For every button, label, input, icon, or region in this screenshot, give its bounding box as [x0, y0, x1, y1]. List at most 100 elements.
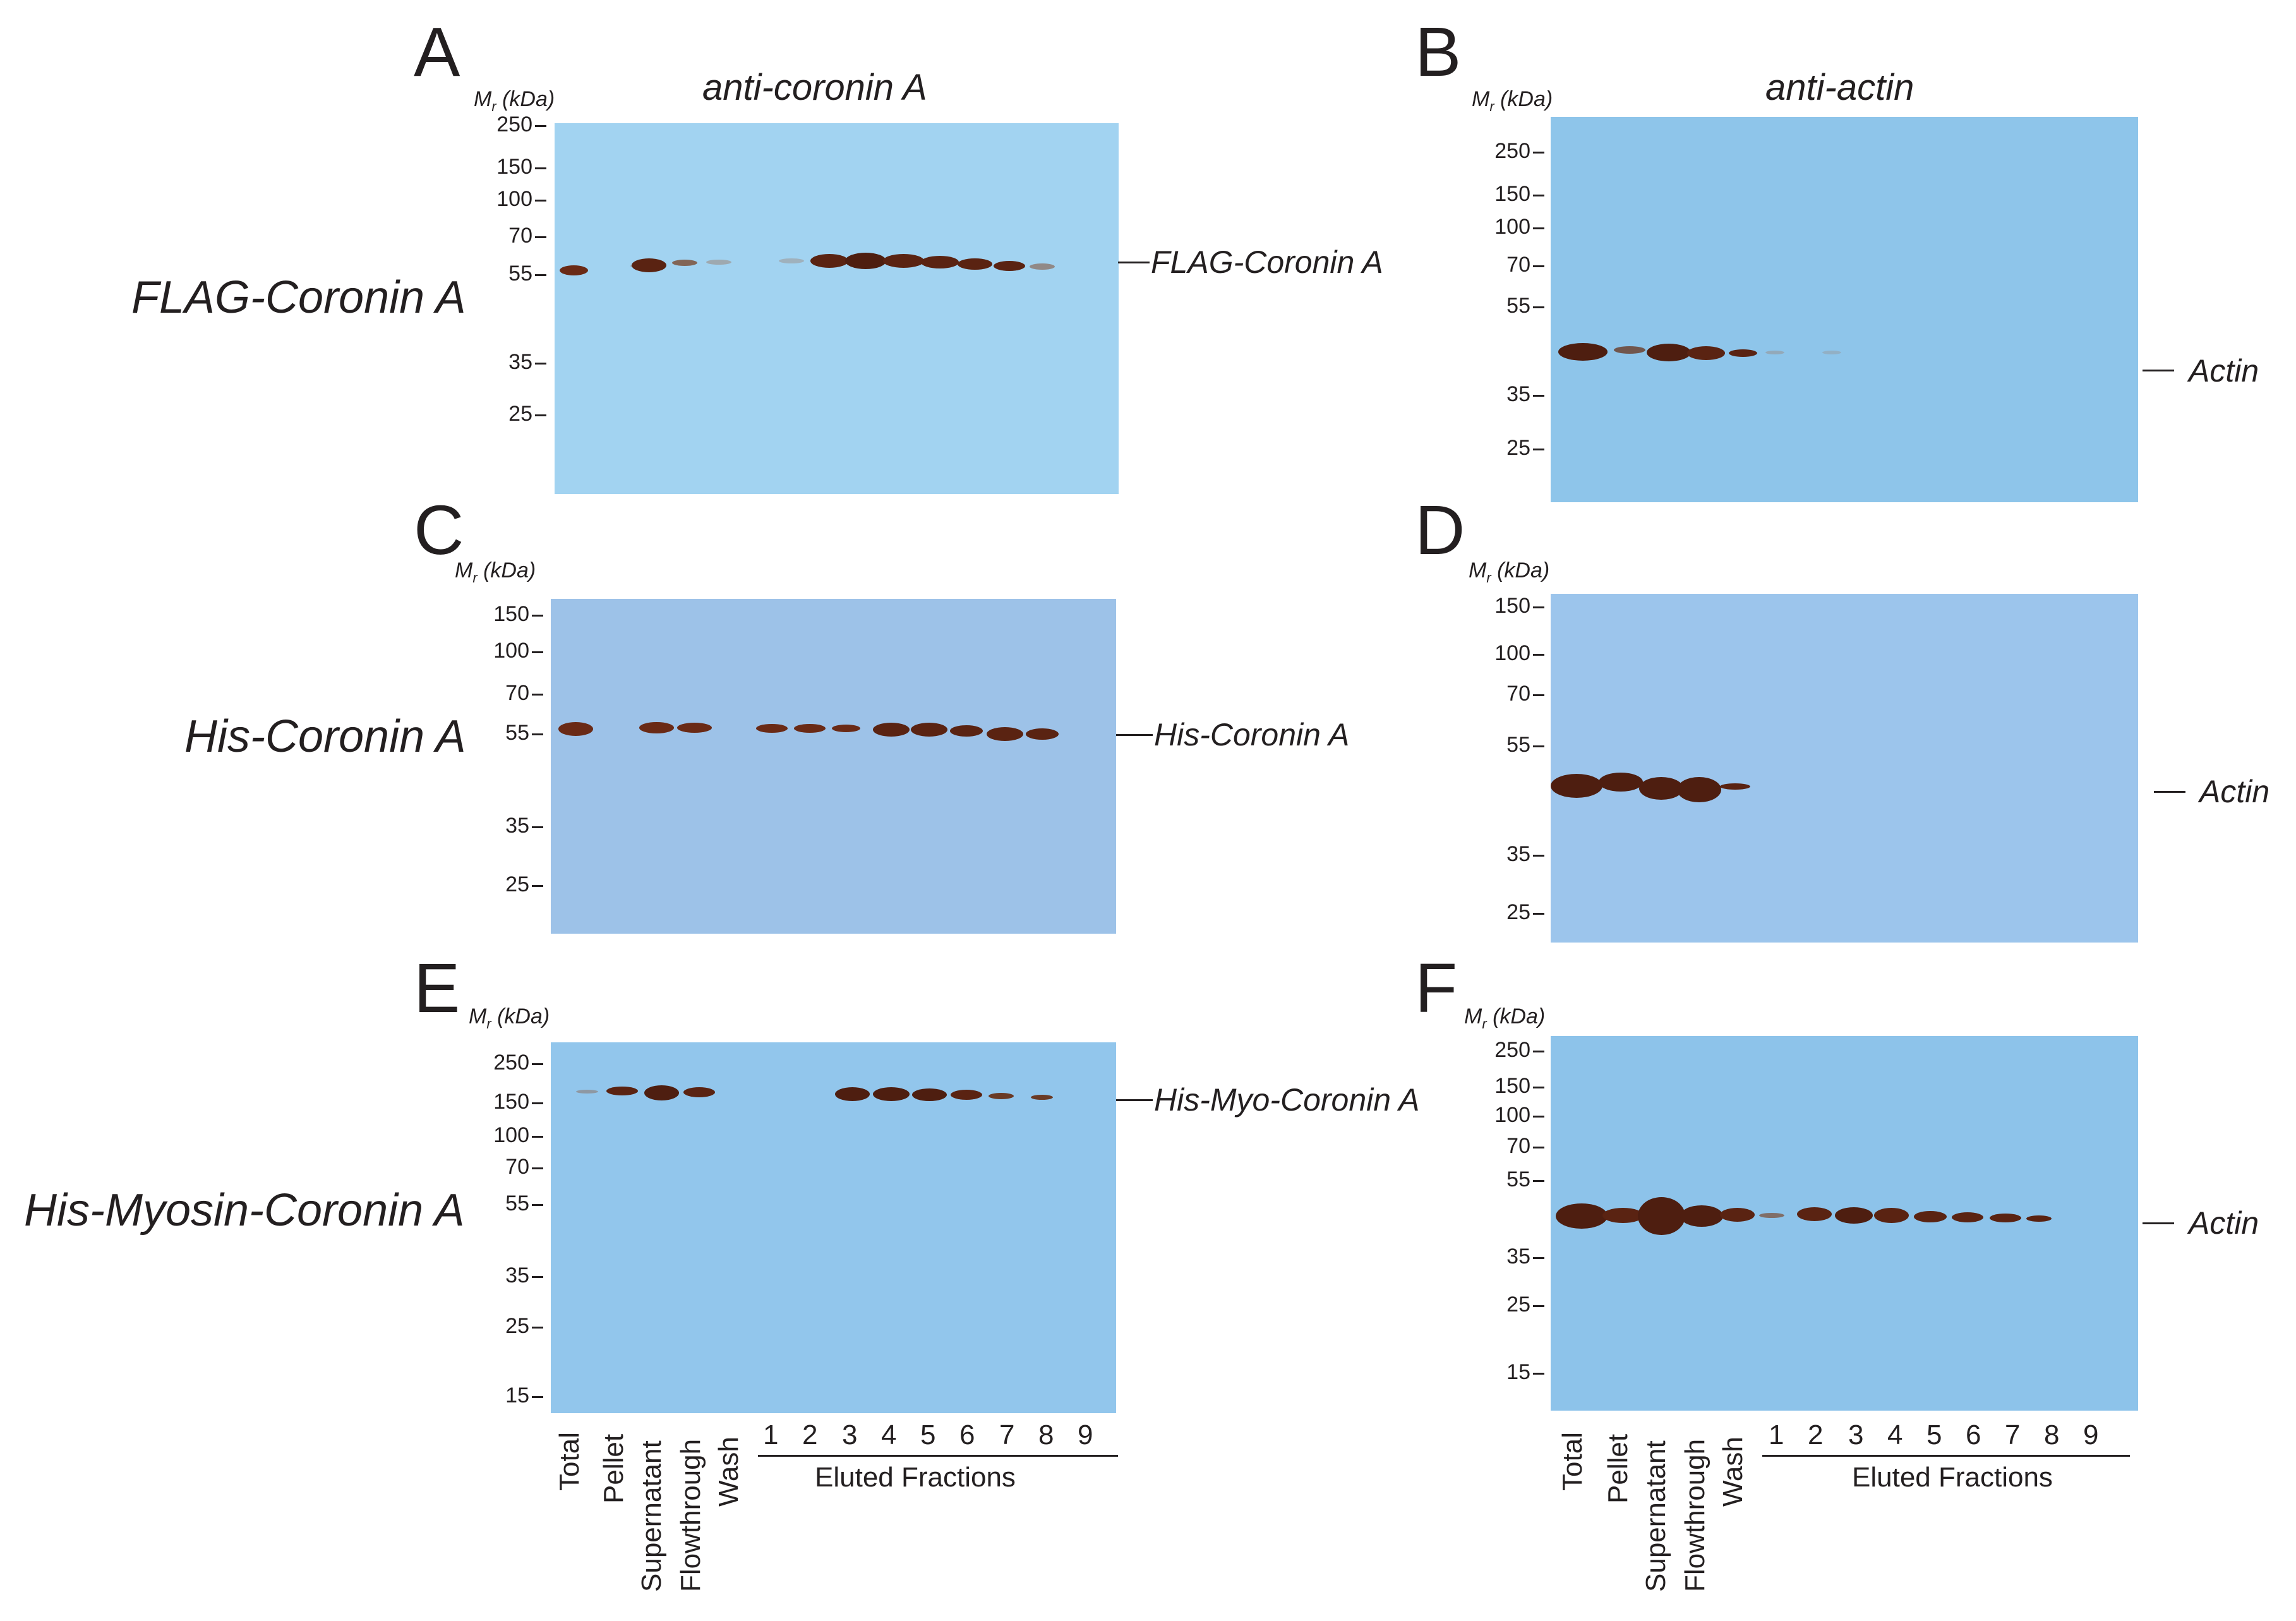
fraction-bracket-line: [1762, 1455, 2130, 1457]
band: [1599, 773, 1643, 792]
panel-a-title: anti-coronin A: [702, 67, 927, 108]
fraction-number: 6: [1966, 1419, 1981, 1450]
panel-f-band-label: Actin: [2189, 1205, 2259, 1241]
panel-d-marker: 150: [1481, 595, 1544, 617]
panel-letter-a: A: [414, 13, 460, 91]
band-pointer-line: [2154, 791, 2185, 793]
panel-letter-f: F: [1415, 949, 1458, 1027]
panel-e-marker: 55: [480, 1193, 543, 1214]
band: [639, 722, 674, 733]
band: [1990, 1214, 2021, 1222]
panel-b-marker: 70: [1481, 254, 1544, 275]
panel-f-marker: 70: [1481, 1135, 1544, 1157]
panel-d-marker: 25: [1481, 901, 1544, 923]
band: [644, 1085, 679, 1100]
gel-blot-e: [551, 1042, 1116, 1413]
fraction-number: 3: [1848, 1419, 1864, 1450]
band: [835, 1087, 870, 1101]
band: [1551, 774, 1602, 798]
panel-f-marker: 35: [1481, 1246, 1544, 1267]
row-label-his-coronin: His-Coronin A: [184, 711, 466, 762]
band: [832, 725, 860, 732]
panel-a-mr-label: Mr (kDa): [474, 87, 555, 114]
panel-c-marker: 150: [480, 603, 543, 625]
panel-a-marker: 250: [483, 114, 546, 135]
panel-a-marker: 150: [483, 156, 546, 178]
band: [1639, 777, 1683, 800]
panel-c-band-label: His-Coronin A: [1154, 717, 1350, 752]
fraction-number: 1: [1769, 1419, 1784, 1450]
lane-label-flowthrough: Flowthrough: [1680, 1438, 1710, 1592]
band: [911, 723, 947, 737]
band: [1638, 1197, 1685, 1235]
band-pointer-line: [1116, 1099, 1153, 1101]
band: [794, 724, 826, 733]
fraction-number: 2: [1808, 1419, 1824, 1450]
gel-blot-f: [1551, 1036, 2138, 1411]
panel-c-marker: 35: [480, 815, 543, 836]
band: [912, 1088, 947, 1101]
eluted-fractions-label: Eluted Fractions: [815, 1462, 1016, 1493]
panel-letter-b: B: [1415, 13, 1462, 91]
band: [845, 253, 886, 269]
band: [810, 254, 848, 268]
band-pointer-line: [1118, 262, 1150, 263]
band: [1030, 263, 1055, 270]
panel-b-marker: 55: [1481, 295, 1544, 316]
panel-d-band-label: Actin: [2199, 774, 2270, 809]
band: [921, 256, 959, 268]
band: [1026, 728, 1059, 740]
band: [706, 260, 731, 265]
panel-b-marker: 100: [1481, 216, 1544, 238]
panel-d-marker: 35: [1481, 843, 1544, 865]
fraction-number: 3: [842, 1419, 858, 1450]
panel-e-marker: 100: [480, 1124, 543, 1146]
panel-d-marker: 70: [1481, 683, 1544, 704]
fraction-number: 6: [959, 1419, 975, 1450]
panel-a-marker: 25: [483, 403, 546, 425]
panel-d-marker: 100: [1481, 642, 1544, 664]
panel-c-marker: 100: [480, 640, 543, 661]
band: [779, 258, 804, 263]
panel-e-band-label: His-Myo-Coronin A: [1154, 1082, 1420, 1118]
fraction-number: 1: [763, 1419, 779, 1450]
lane-label-flowthrough: Flowthrough: [675, 1438, 706, 1592]
band: [558, 722, 593, 736]
panel-f-marker: 100: [1481, 1104, 1544, 1126]
band: [987, 727, 1023, 741]
band: [1602, 1208, 1644, 1223]
gel-blot-a: [555, 123, 1119, 494]
panel-f-marker: 15: [1481, 1361, 1544, 1383]
band: [1874, 1208, 1909, 1223]
panel-c-marker: 55: [480, 722, 543, 744]
band: [1720, 783, 1750, 790]
fraction-number: 9: [2083, 1419, 2099, 1450]
band: [576, 1090, 598, 1094]
fraction-number: 8: [2044, 1419, 2060, 1450]
panel-b-title: anti-actin: [1765, 67, 1914, 108]
band: [1558, 343, 1608, 361]
band-pointer-line: [1116, 734, 1153, 736]
panel-b-mr-label: Mr (kDa): [1472, 87, 1553, 114]
fraction-number: 5: [1926, 1419, 1942, 1450]
fraction-number: 7: [2005, 1419, 2021, 1450]
lane-label-total: Total: [1557, 1432, 1588, 1491]
panel-e-marker: 25: [480, 1315, 543, 1337]
panel-f-mr-label: Mr (kDa): [1464, 1004, 1546, 1032]
band: [756, 724, 788, 733]
eluted-fractions-label: Eluted Fractions: [1852, 1462, 2053, 1493]
band: [883, 254, 924, 268]
band: [1680, 1205, 1723, 1227]
gel-blot-b: [1551, 117, 2138, 502]
panel-a-marker: 35: [483, 351, 546, 373]
band: [1797, 1207, 1832, 1221]
row-label-flag-coronin: FLAG-Coronin A: [131, 272, 466, 323]
band: [1720, 1208, 1755, 1222]
panel-b-marker: 25: [1481, 437, 1544, 459]
band: [560, 265, 588, 275]
panel-e-marker: 15: [480, 1385, 543, 1406]
band: [1822, 351, 1841, 354]
band: [632, 258, 666, 272]
band: [1765, 351, 1784, 354]
panel-c-marker: 25: [480, 874, 543, 895]
